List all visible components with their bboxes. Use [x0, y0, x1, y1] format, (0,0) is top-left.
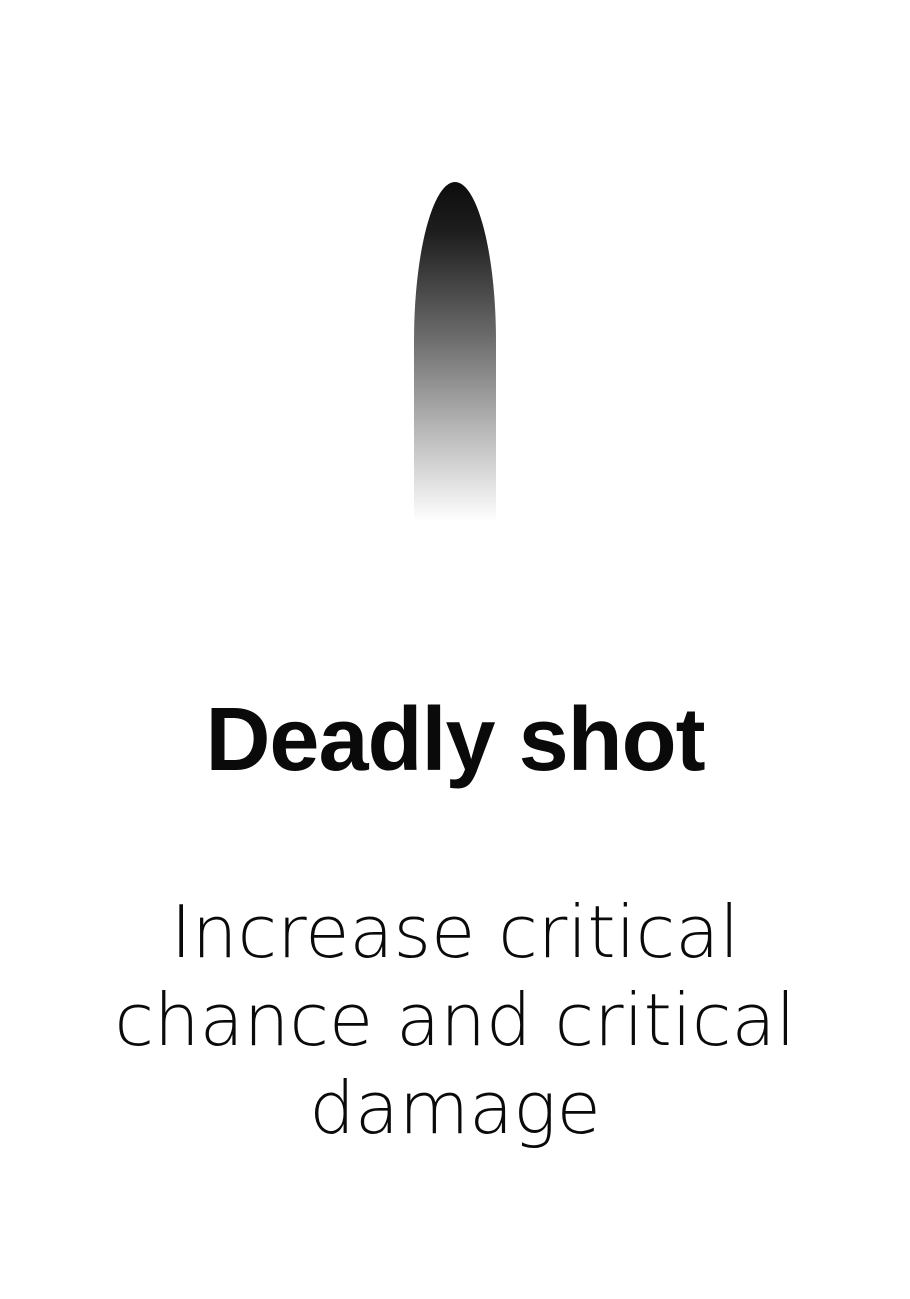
- card-description: Increase critical chance and critical da…: [114, 890, 796, 1150]
- card-title: Deadly shot: [205, 690, 705, 790]
- bullet-icon: [413, 182, 497, 522]
